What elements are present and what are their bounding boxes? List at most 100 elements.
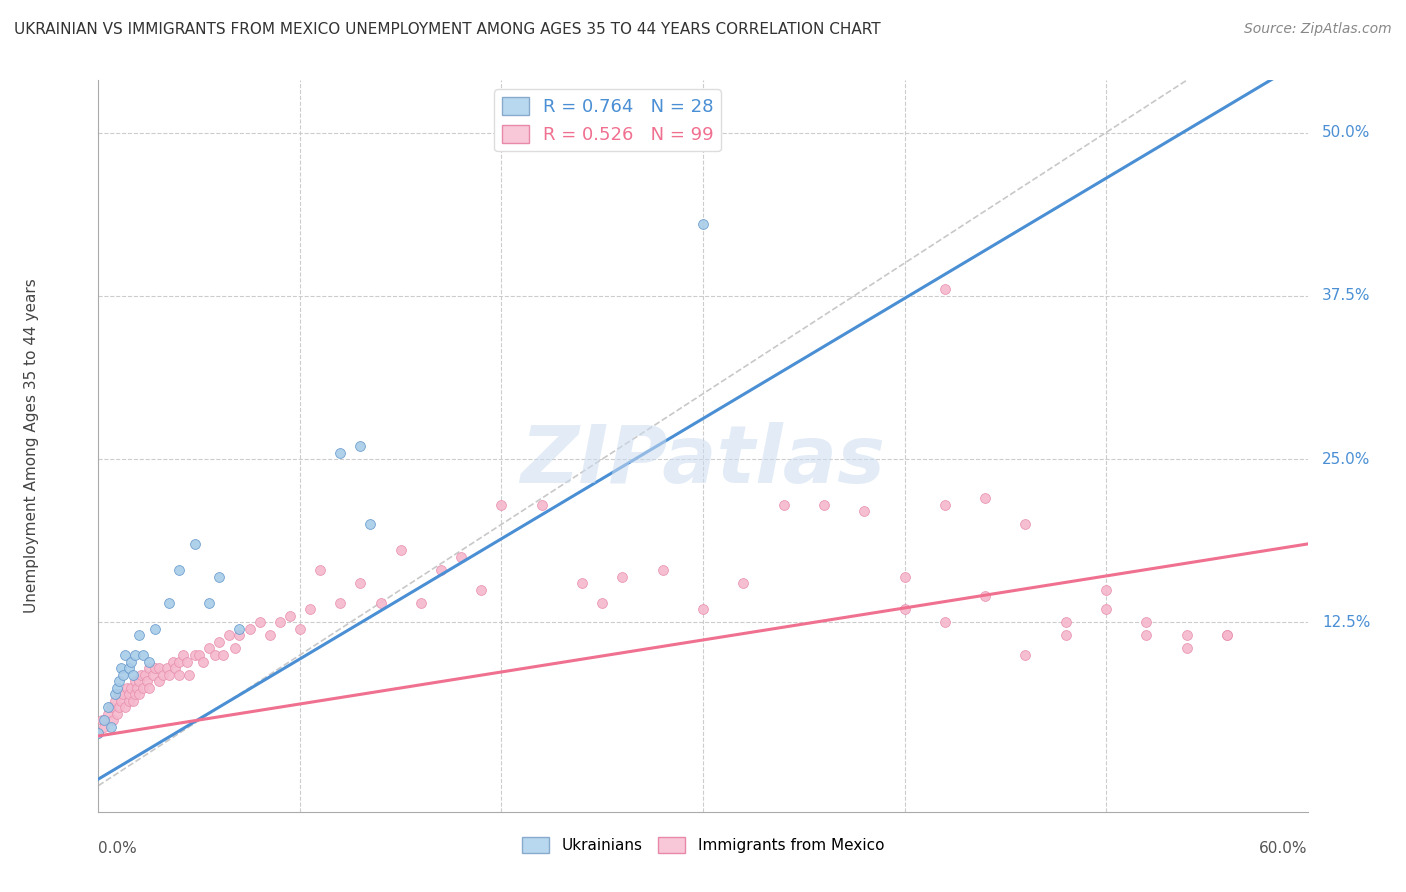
Text: UKRAINIAN VS IMMIGRANTS FROM MEXICO UNEMPLOYMENT AMONG AGES 35 TO 44 YEARS CORRE: UKRAINIAN VS IMMIGRANTS FROM MEXICO UNEM… [14, 22, 880, 37]
Text: 0.0%: 0.0% [98, 841, 138, 856]
Point [224, 641, 246, 656]
Point [571, 576, 593, 591]
Point [208, 569, 231, 583]
Point [591, 596, 613, 610]
Point [1175, 641, 1198, 656]
Text: 12.5%: 12.5% [1322, 615, 1371, 630]
Point [934, 615, 956, 630]
Point [115, 681, 138, 695]
Point [1216, 628, 1239, 642]
Point [813, 498, 835, 512]
Point [110, 694, 132, 708]
Point [156, 661, 179, 675]
Point [138, 661, 160, 675]
Point [100, 720, 122, 734]
Point [107, 687, 129, 701]
Text: 25.0%: 25.0% [1322, 451, 1371, 467]
Point [1014, 517, 1036, 532]
Point [1135, 628, 1157, 642]
Point [134, 667, 156, 681]
Point [249, 615, 271, 630]
Point [121, 667, 143, 681]
Point [198, 596, 221, 610]
Point [91, 714, 114, 728]
Point [893, 569, 915, 583]
Point [329, 445, 352, 459]
Text: Unemployment Among Ages 35 to 44 years: Unemployment Among Ages 35 to 44 years [24, 278, 39, 614]
Point [157, 667, 180, 681]
Point [167, 667, 190, 681]
Point [329, 596, 352, 610]
Point [111, 667, 134, 681]
Point [132, 648, 155, 662]
Point [110, 661, 132, 675]
Point [93, 714, 115, 728]
Point [974, 491, 997, 506]
Point [163, 661, 186, 675]
Legend: Ukrainians, Immigrants from Mexico: Ukrainians, Immigrants from Mexico [516, 830, 890, 859]
Point [228, 622, 250, 636]
Point [204, 648, 226, 662]
Point [121, 694, 143, 708]
Point [934, 498, 956, 512]
Point [177, 667, 201, 681]
Point [176, 655, 198, 669]
Point [143, 622, 166, 636]
Point [100, 700, 122, 714]
Point [125, 681, 148, 695]
Point [370, 596, 392, 610]
Point [450, 549, 472, 564]
Point [114, 700, 136, 714]
Point [124, 674, 146, 689]
Point [188, 648, 211, 662]
Point [259, 628, 281, 642]
Text: 60.0%: 60.0% [1260, 841, 1308, 856]
Point [409, 596, 432, 610]
Point [128, 628, 150, 642]
Point [162, 655, 184, 669]
Point [135, 674, 157, 689]
Point [148, 661, 170, 675]
Text: 50.0%: 50.0% [1322, 125, 1371, 140]
Point [87, 726, 110, 740]
Point [120, 681, 142, 695]
Point [309, 563, 332, 577]
Point [692, 602, 714, 616]
Text: 37.5%: 37.5% [1322, 288, 1371, 303]
Point [101, 714, 124, 728]
Point [87, 726, 110, 740]
Point [1135, 615, 1157, 630]
Point [128, 674, 150, 689]
Point [114, 648, 136, 662]
Point [105, 706, 128, 721]
Point [651, 563, 673, 577]
Point [1216, 628, 1239, 642]
Point [228, 628, 250, 642]
Point [299, 602, 322, 616]
Point [491, 498, 513, 512]
Point [853, 504, 876, 518]
Point [97, 700, 120, 714]
Point [349, 439, 371, 453]
Point [218, 628, 240, 642]
Point [530, 498, 553, 512]
Point [184, 537, 207, 551]
Point [733, 576, 755, 591]
Point [129, 667, 152, 681]
Point [692, 217, 714, 231]
Point [152, 667, 174, 681]
Point [772, 498, 794, 512]
Point [157, 596, 180, 610]
Point [184, 648, 207, 662]
Point [612, 569, 634, 583]
Point [269, 615, 291, 630]
Point [118, 687, 141, 701]
Point [105, 681, 128, 695]
Point [239, 622, 262, 636]
Point [132, 681, 155, 695]
Point [103, 687, 125, 701]
Point [120, 655, 142, 669]
Point [349, 576, 371, 591]
Point [93, 720, 115, 734]
Point [111, 687, 134, 701]
